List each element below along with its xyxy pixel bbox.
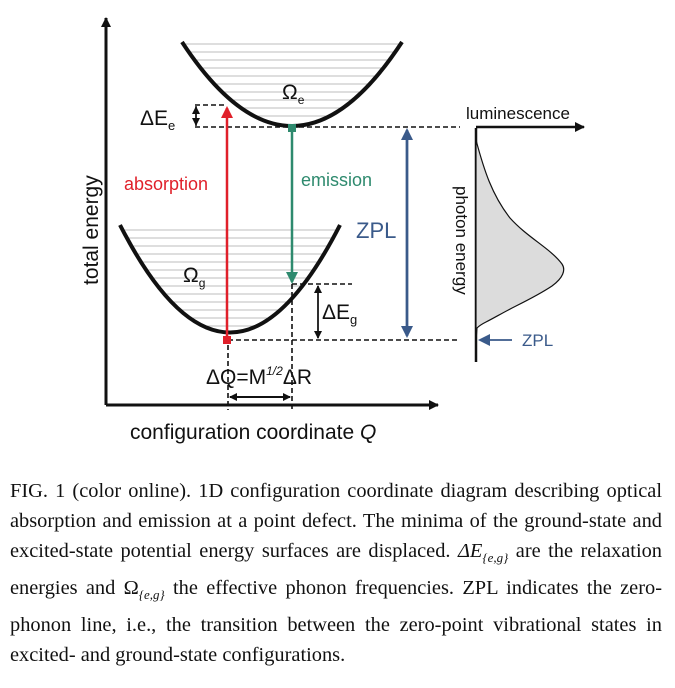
absorption-start-marker bbox=[223, 336, 231, 344]
emission-label: emission bbox=[301, 170, 372, 190]
omega-ground-label: Ωg bbox=[183, 264, 205, 290]
caption-text-2: are the relaxation energies and bbox=[10, 540, 662, 599]
caption-fig-label: FIG. 1 (color online). bbox=[10, 480, 192, 502]
photon-energy-label: photon energy bbox=[452, 186, 471, 295]
caption-text-3: the effective phonon frequencies. ZPL in… bbox=[10, 577, 663, 666]
delta-e-excited-label: ΔEe bbox=[140, 107, 175, 133]
dashed-guides bbox=[195, 104, 460, 410]
caption-text-1: 1D configuration coordinate diagram desc… bbox=[10, 480, 662, 562]
caption-omega-subscript: {e,g} bbox=[138, 587, 165, 602]
luminescence-spectrum bbox=[475, 139, 565, 341]
configuration-coordinate-diagram: ΔEe ΔEg Ωe Ωg absorption emission ZPL ΔQ… bbox=[80, 17, 585, 444]
x-axis-label: configuration coordinate Q bbox=[130, 421, 376, 444]
y-axis-label: total energy bbox=[80, 175, 103, 285]
ground-vibrational-levels bbox=[120, 229, 340, 327]
luminescence-label: luminescence bbox=[466, 104, 570, 123]
absorption-label: absorption bbox=[124, 174, 208, 194]
displacement-label: ΔQ=M1/2ΔR bbox=[206, 364, 312, 389]
zpl-label: ZPL bbox=[356, 218, 396, 243]
emission-start-marker bbox=[288, 124, 296, 132]
spectrum-zpl-label: ZPL bbox=[522, 331, 553, 350]
ground-state-surface bbox=[118, 224, 342, 335]
caption-delta-subscript: {e,g} bbox=[482, 550, 509, 565]
delta-e-ground-label: ΔEg bbox=[322, 301, 357, 327]
caption-omega-symbol: Ω bbox=[123, 577, 139, 599]
figure-caption: FIG. 1 (color online). 1D configuration … bbox=[10, 476, 662, 670]
excited-vibrational-levels bbox=[182, 43, 402, 117]
omega-excited-label: Ωe bbox=[282, 81, 305, 107]
caption-delta-symbol: ΔE bbox=[457, 540, 483, 562]
